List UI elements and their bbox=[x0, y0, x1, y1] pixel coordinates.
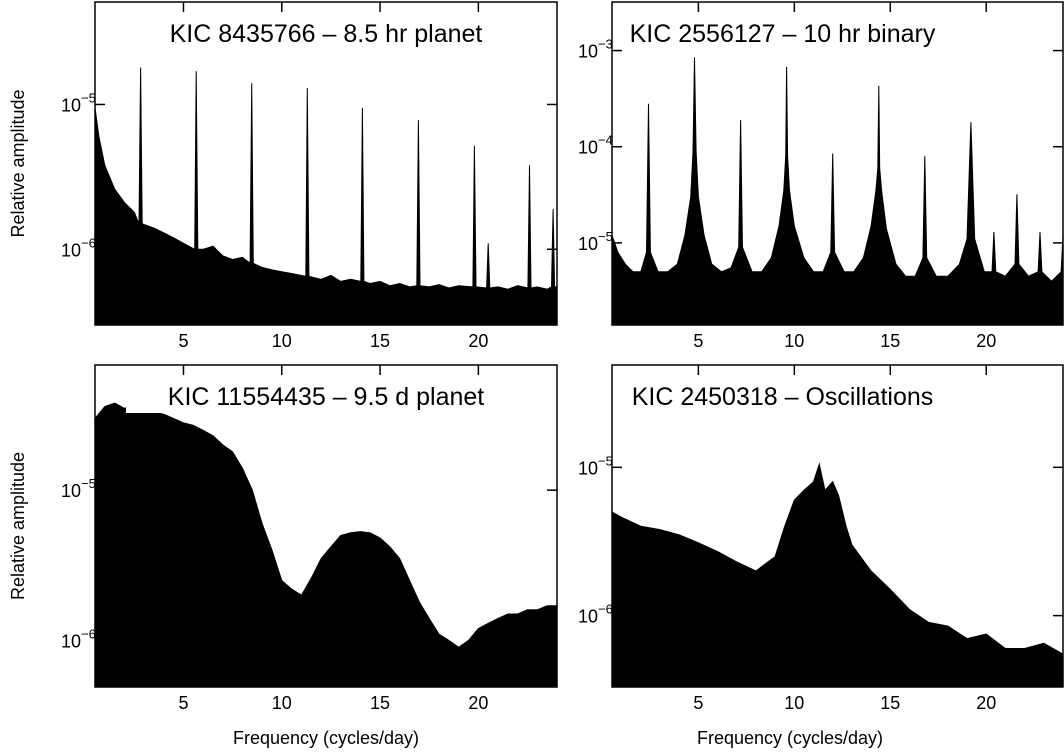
y-tick-label: 10−4 bbox=[578, 133, 613, 158]
panel-title: KIC 2450318 – Oscillations bbox=[632, 383, 934, 411]
title-bg bbox=[637, 16, 1038, 50]
x-tick-label: 20 bbox=[468, 693, 488, 713]
y-tick-exp: −3 bbox=[598, 37, 613, 52]
y-tick-exp: −4 bbox=[598, 133, 613, 148]
y-tick-label: 10−6 bbox=[578, 602, 613, 627]
title-bg bbox=[637, 379, 1038, 413]
y-tick-base: 10 bbox=[578, 607, 598, 627]
plot-frame bbox=[94, 364, 558, 688]
x-tick-label: 10 bbox=[272, 331, 292, 351]
x-tick-label: 15 bbox=[880, 693, 900, 713]
y-tick-base: 10 bbox=[61, 240, 81, 260]
x-tick-label: 5 bbox=[178, 331, 188, 351]
y-axis-label: Relative amplitude bbox=[8, 452, 28, 600]
x-tick-label: 5 bbox=[693, 693, 703, 713]
x-tick-label: 15 bbox=[880, 331, 900, 351]
y-tick-base: 10 bbox=[578, 42, 598, 62]
plot-frame bbox=[611, 1, 1064, 326]
title-bg bbox=[126, 16, 526, 50]
x-tick-label: 10 bbox=[784, 331, 804, 351]
plot-frame bbox=[94, 1, 558, 326]
x-tick-label: 20 bbox=[976, 331, 996, 351]
plot-frame bbox=[611, 364, 1064, 688]
y-tick-label: 10−6 bbox=[61, 626, 96, 651]
y-tick-exp: −5 bbox=[598, 229, 613, 244]
panel-title: KIC 11554435 – 9.5 d planet bbox=[168, 383, 485, 411]
x-tick-label: 15 bbox=[370, 331, 390, 351]
y-tick-label: 10−6 bbox=[61, 235, 96, 260]
y-axis-label: Relative amplitude bbox=[8, 89, 28, 237]
x-axis-label: Frequency (cycles/day) bbox=[697, 728, 883, 748]
spectrum bbox=[612, 57, 1063, 325]
x-tick-label: 5 bbox=[178, 693, 188, 713]
x-tick-label: 5 bbox=[693, 331, 703, 351]
x-tick-label: 10 bbox=[272, 693, 292, 713]
title-bg bbox=[126, 379, 526, 413]
spectrum bbox=[95, 67, 557, 325]
y-tick-label: 10−5 bbox=[578, 453, 613, 478]
y-tick-exp: −6 bbox=[81, 235, 96, 250]
y-tick-base: 10 bbox=[578, 458, 598, 478]
y-tick-exp: −6 bbox=[81, 626, 96, 641]
y-tick-base: 10 bbox=[61, 481, 81, 501]
panel-title: KIC 2556127 – 10 hr binary bbox=[630, 20, 936, 48]
panel-title: KIC 8435766 – 8.5 hr planet bbox=[170, 20, 483, 48]
x-axis-label: Frequency (cycles/day) bbox=[233, 728, 419, 748]
x-tick-label: 20 bbox=[976, 693, 996, 713]
x-tick-label: 10 bbox=[784, 693, 804, 713]
y-tick-exp: −6 bbox=[598, 602, 613, 617]
y-tick-exp: −5 bbox=[81, 90, 96, 105]
spectrum bbox=[612, 462, 1063, 687]
y-tick-label: 10−3 bbox=[578, 37, 613, 62]
y-tick-base: 10 bbox=[61, 631, 81, 651]
y-tick-label: 10−5 bbox=[61, 90, 96, 115]
y-tick-base: 10 bbox=[61, 95, 81, 115]
y-tick-exp: −5 bbox=[81, 476, 96, 491]
y-tick-label: 10−5 bbox=[578, 229, 613, 254]
y-tick-label: 10−5 bbox=[61, 476, 96, 501]
y-tick-base: 10 bbox=[578, 234, 598, 254]
y-tick-base: 10 bbox=[578, 138, 598, 158]
x-tick-label: 20 bbox=[468, 331, 488, 351]
spectrum bbox=[95, 402, 557, 687]
x-tick-label: 15 bbox=[370, 693, 390, 713]
y-tick-exp: −5 bbox=[598, 453, 613, 468]
